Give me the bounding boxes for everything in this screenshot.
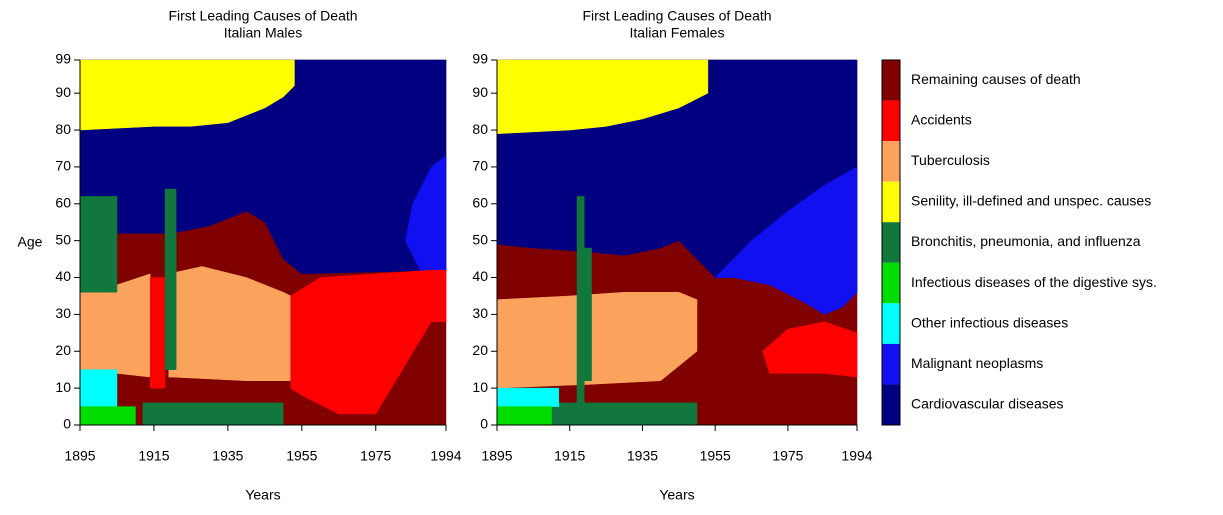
x-tick-label: 1935 [627, 448, 658, 464]
y-tick-label: 30 [55, 305, 71, 321]
legend-swatch [882, 222, 900, 263]
x-axis-label: Years [245, 487, 280, 503]
cause-region [496, 406, 552, 426]
y-tick-label: 0 [480, 416, 488, 432]
plot-area [79, 59, 447, 426]
cause-region [79, 196, 118, 293]
x-tick-label: 1915 [554, 448, 585, 464]
y-tick-label: 30 [472, 305, 488, 321]
cause-region [79, 369, 118, 407]
cause-region [164, 188, 177, 370]
panel-subtitle: Italian Males [224, 25, 303, 41]
y-tick-label: 10 [472, 379, 488, 395]
legend-swatch [882, 181, 900, 223]
legend-label: Malignant neoplasms [911, 355, 1043, 371]
y-tick-label: 40 [55, 268, 71, 284]
legend-label: Other infectious diseases [911, 314, 1068, 330]
cause-region [551, 402, 698, 426]
y-tick-label: 50 [472, 231, 488, 247]
y-tick-label: 60 [55, 194, 71, 210]
y-tick-label: 70 [55, 158, 71, 174]
cause-region [290, 269, 447, 415]
x-tick-label: 1955 [286, 448, 317, 464]
x-tick-label: 1895 [64, 448, 95, 464]
y-tick-label: 10 [55, 379, 71, 395]
legend-label: Remaining causes of death [911, 71, 1081, 87]
legend-label: Infectious diseases of the digestive sys… [911, 274, 1157, 290]
legend-label: Accidents [911, 112, 972, 128]
cause-region [496, 292, 698, 389]
x-tick-label: 1975 [360, 448, 391, 464]
legend-label: Cardiovascular diseases [911, 395, 1064, 411]
cause-region [79, 406, 136, 426]
cause-region [496, 59, 709, 135]
x-tick-label: 1895 [481, 448, 512, 464]
legend-label: Tuberculosis [911, 152, 990, 168]
y-tick-label: 90 [472, 84, 488, 100]
legend-swatch [882, 384, 900, 425]
cause-region [79, 59, 295, 131]
panel-title: First Leading Causes of Death [168, 8, 357, 24]
panel-title: First Leading Causes of Death [582, 8, 771, 24]
cause-region [714, 166, 858, 315]
y-tick-label: 99 [55, 51, 71, 67]
legend-swatch [882, 303, 900, 344]
x-tick-label: 1994 [841, 448, 872, 464]
legend-swatch [882, 343, 900, 385]
legend-frame [881, 59, 901, 426]
y-tick-label: 99 [472, 51, 488, 67]
x-tick-label: 1955 [700, 448, 731, 464]
x-tick-label: 1935 [212, 448, 243, 464]
legend-swatch [882, 141, 900, 182]
y-tick-label: 20 [55, 342, 71, 358]
legend-label: Senility, ill-defined and unspec. causes [911, 193, 1151, 209]
y-tick-label: 50 [55, 231, 71, 247]
y-tick-label: 60 [472, 194, 488, 210]
x-tick-label: 1975 [772, 448, 803, 464]
cause-region [580, 247, 592, 382]
y-tick-label: 80 [55, 121, 71, 137]
cause-region [142, 402, 284, 426]
x-tick-label: 1915 [138, 448, 169, 464]
y-tick-label: 80 [472, 121, 488, 137]
legend-label: Bronchitis, pneumonia, and influenza [911, 233, 1141, 249]
y-tick-label: 0 [63, 416, 71, 432]
cause-region [149, 277, 166, 389]
x-axis-label: Years [659, 487, 694, 503]
cause-region [496, 387, 560, 407]
y-tick-label: 70 [472, 158, 488, 174]
legend-swatch [882, 100, 900, 142]
legend-swatch [882, 60, 900, 101]
plot-area [496, 59, 858, 426]
y-tick-label: 20 [472, 342, 488, 358]
y-tick-label: 90 [55, 84, 71, 100]
panel-subtitle: Italian Females [630, 25, 725, 41]
x-tick-label: 1994 [430, 448, 461, 464]
cause-region [762, 321, 858, 378]
legend-swatch [882, 262, 900, 304]
y-tick-label: 40 [472, 268, 488, 284]
y-axis-label: Age [18, 234, 43, 250]
